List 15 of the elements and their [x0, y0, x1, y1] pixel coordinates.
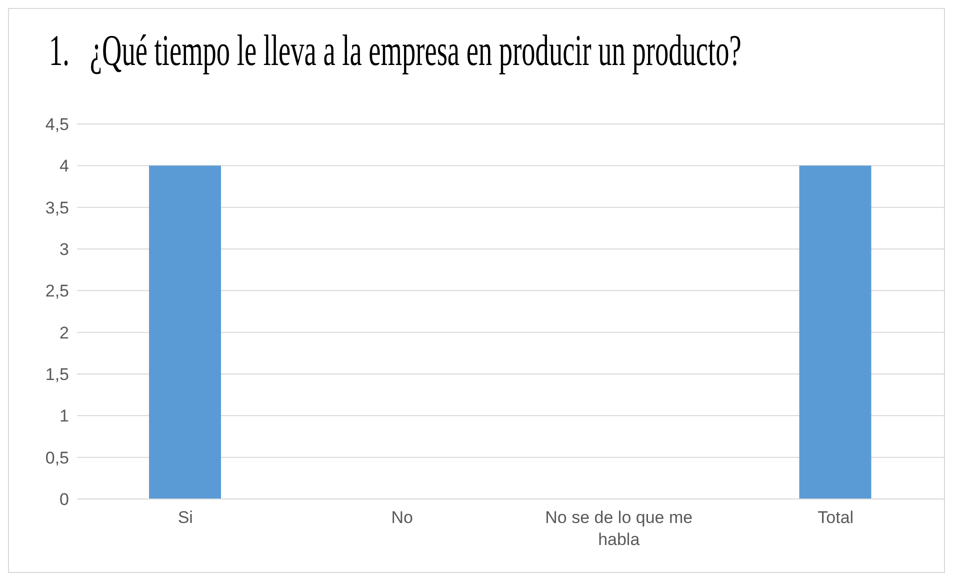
x-tick-label: Total: [818, 508, 854, 527]
x-tick-label: Si: [178, 508, 193, 527]
y-tick-label: 4,5: [45, 115, 69, 134]
y-tick-label: 0,5: [45, 448, 69, 468]
y-tick-label: 1,5: [45, 365, 69, 384]
y-tick-label: 4: [60, 156, 69, 176]
y-tick-label: 1: [60, 406, 69, 426]
chart-title: 1. ¿Qué tiempo le lleva a la empresa en producir un producto?: [49, 26, 742, 75]
y-tick-label: 3: [60, 240, 69, 260]
y-tick-label: 0: [60, 490, 69, 510]
x-tick-label: No se de lo que me habla: [545, 508, 693, 549]
x-tick-label: No: [391, 508, 413, 527]
y-tick-label: 3,5: [45, 198, 69, 218]
y-tick-label: 2,5: [45, 282, 69, 301]
y-tick-label: 2: [60, 323, 69, 342]
